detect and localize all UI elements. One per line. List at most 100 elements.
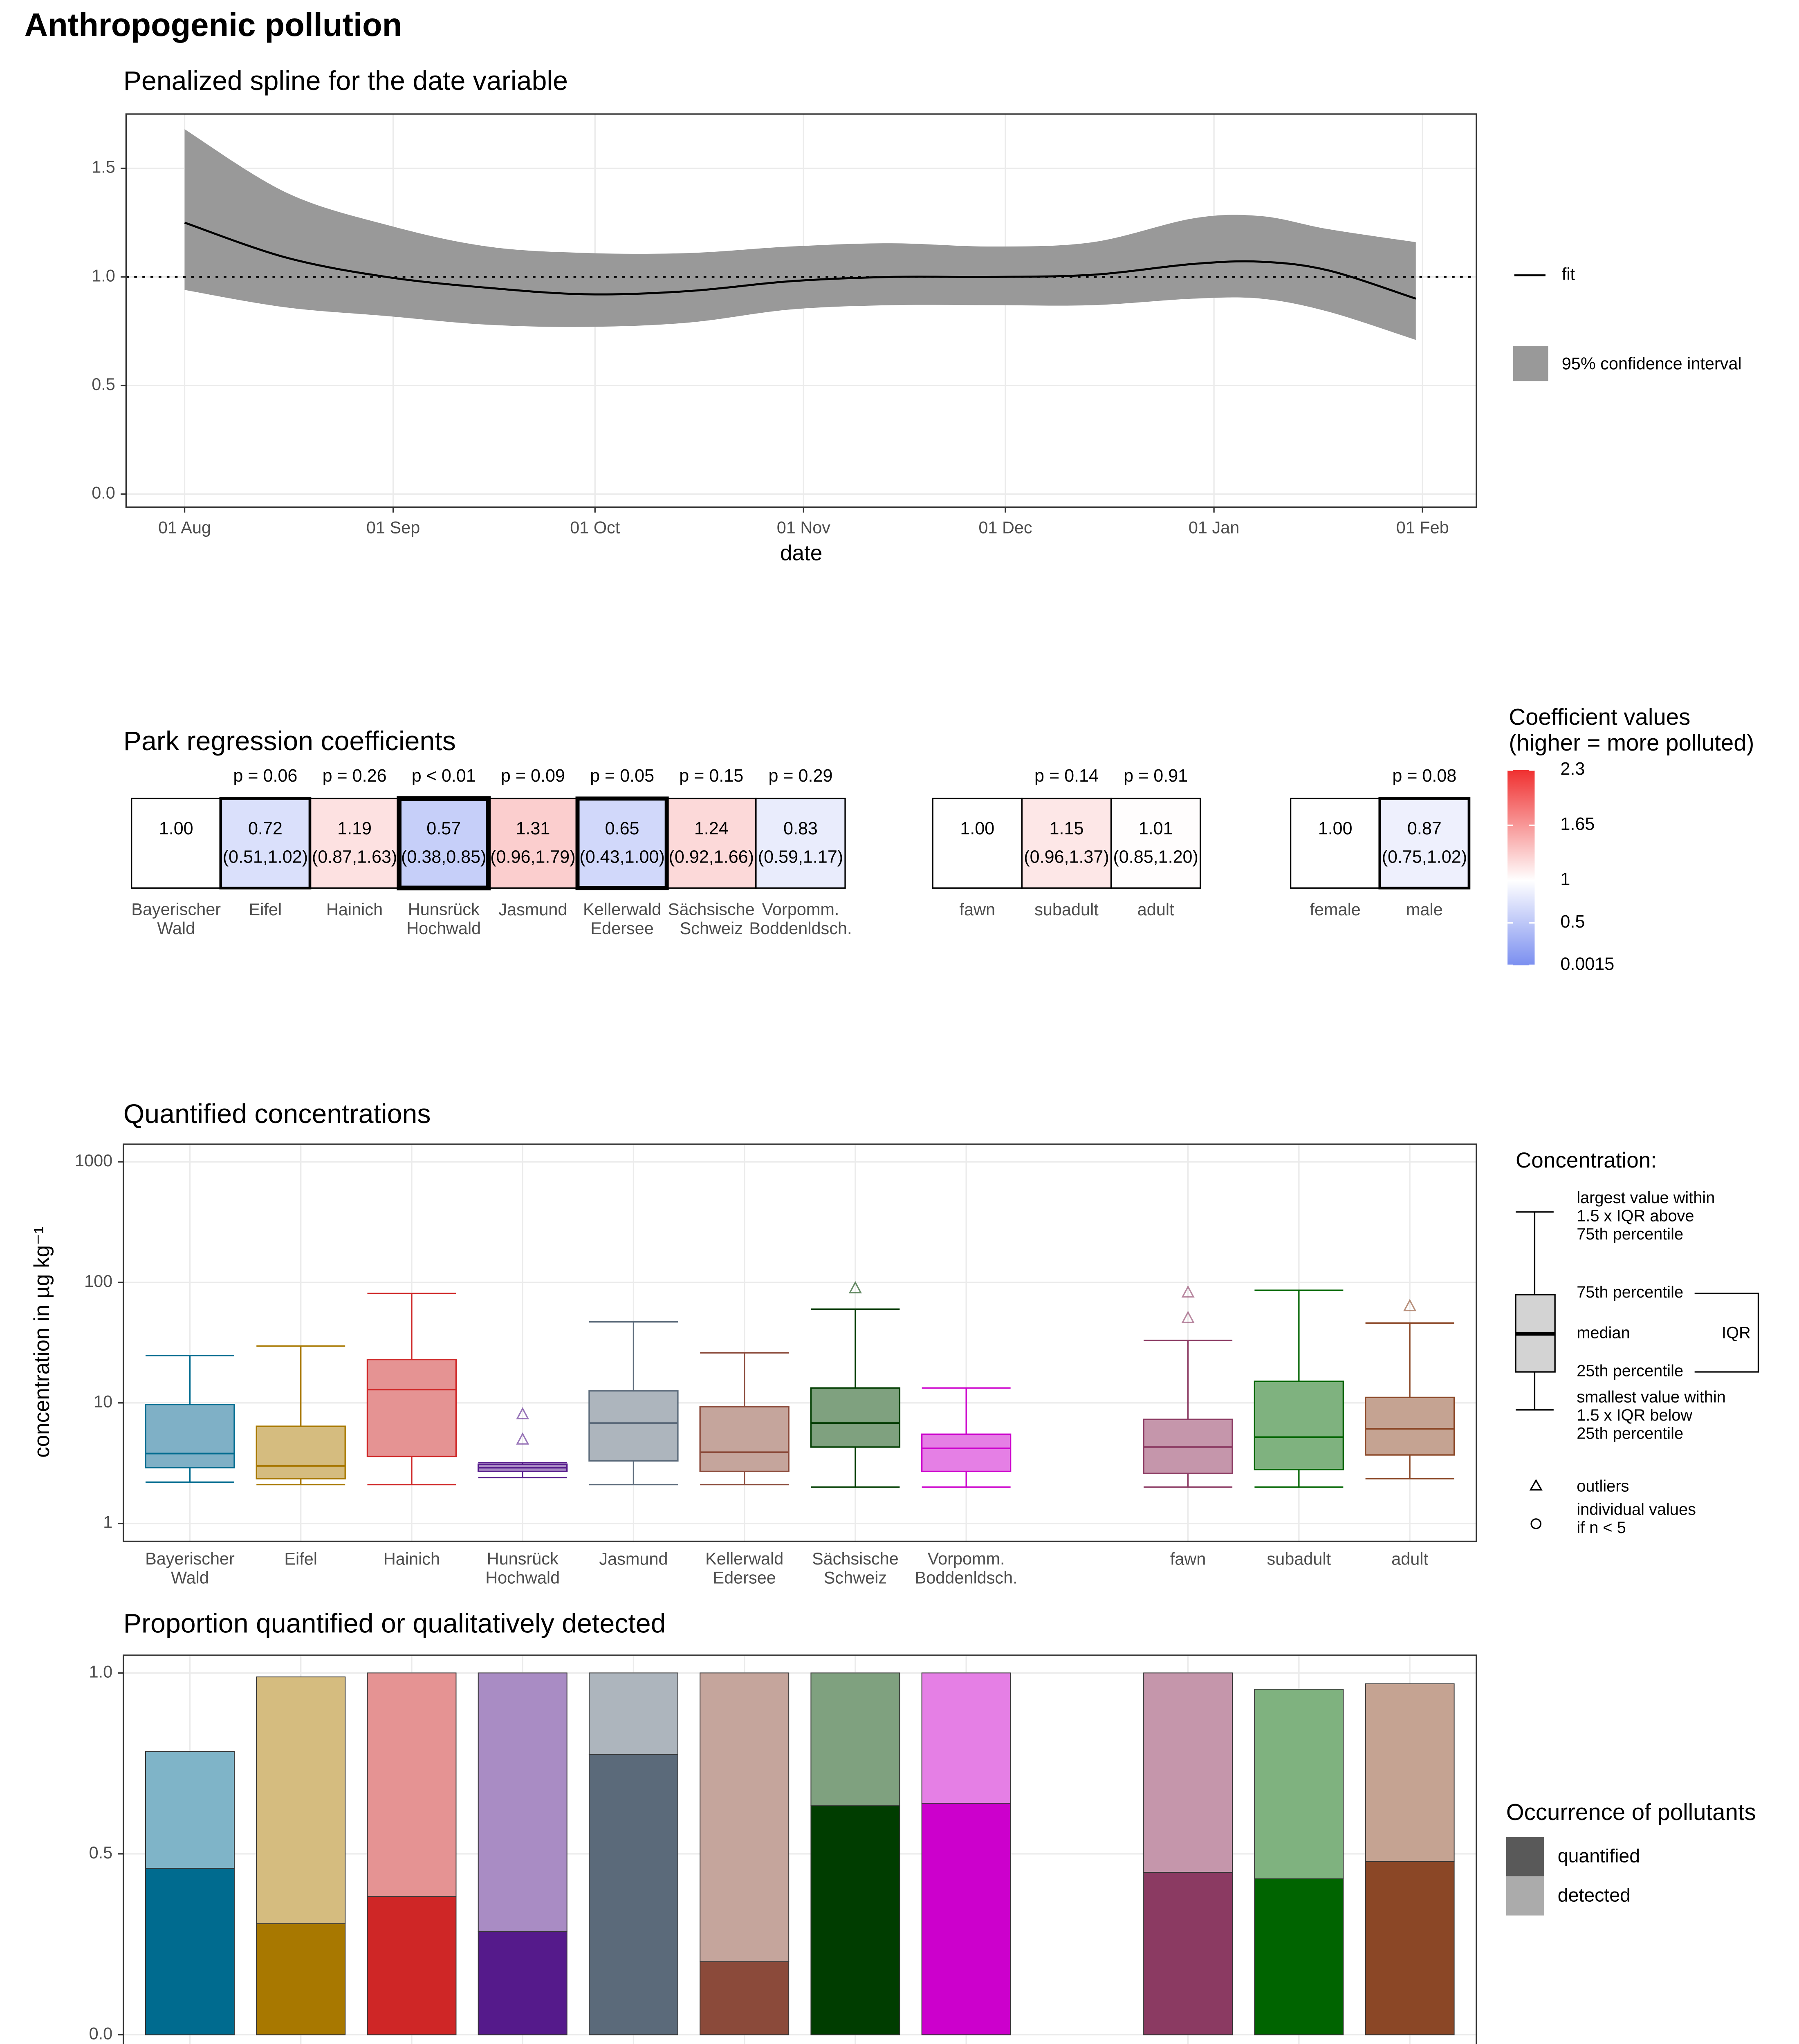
text-line: largest value within bbox=[1577, 1189, 1715, 1207]
p-label: p = 0.29 bbox=[768, 766, 832, 786]
x-tick-label: Hainich bbox=[384, 1549, 440, 1568]
x-tick-label: 01 Nov bbox=[777, 518, 831, 537]
bar-segment bbox=[700, 1672, 790, 1962]
bar-segment bbox=[478, 1672, 568, 1932]
coefficient-tile bbox=[487, 798, 579, 889]
outlier bbox=[848, 1281, 862, 1293]
coefficient-label: 1.15 bbox=[1050, 819, 1084, 838]
bar-segment bbox=[1365, 1683, 1455, 1862]
ci-label: (0.59,1.17) bbox=[758, 847, 843, 867]
text-line: 1.5 x IQR above bbox=[1577, 1207, 1694, 1225]
y-tick-label: 1 bbox=[103, 1513, 112, 1532]
box bbox=[699, 1406, 790, 1472]
x-tick-label: fawn bbox=[960, 900, 996, 919]
text-line: Wald bbox=[157, 919, 195, 938]
coefficient-tile bbox=[575, 796, 669, 890]
coefficient-tile bbox=[666, 798, 757, 889]
ci-label: (0.43,1.00) bbox=[579, 847, 664, 867]
coefficient-label: 0.65 bbox=[605, 819, 639, 838]
coefficient-tile bbox=[1021, 798, 1112, 889]
coefficient-label: 0.72 bbox=[248, 819, 283, 838]
coefficient-label: 1.00 bbox=[1318, 819, 1353, 838]
box bbox=[366, 1358, 457, 1457]
bar-segment bbox=[145, 1868, 235, 2035]
outlier bbox=[516, 1407, 529, 1419]
bar-segment bbox=[256, 1676, 346, 1924]
y-tick-label: 0.5 bbox=[92, 374, 115, 394]
outlier bbox=[1181, 1285, 1195, 1298]
legend-label: 25th percentile bbox=[1577, 1362, 1683, 1380]
y-axis-title: concentration in µg kg⁻¹ bbox=[30, 1226, 54, 1458]
coefficient-tile bbox=[309, 798, 400, 889]
colorbar-label: 2.3 bbox=[1560, 759, 1585, 779]
text-line: Vorpomm. bbox=[762, 900, 839, 919]
legend-label: quantified bbox=[1558, 1845, 1640, 1866]
colorbar-label: 0.5 bbox=[1560, 912, 1585, 932]
x-tick-label: Kellerwald Edersee bbox=[583, 900, 661, 938]
legend-point bbox=[1530, 1518, 1542, 1529]
coefficient-tile bbox=[130, 798, 222, 889]
colorbar bbox=[1507, 770, 1535, 966]
bar-segment bbox=[588, 1672, 678, 1755]
y-tick-label: 0.0 bbox=[89, 2024, 113, 2043]
text-line: Sächsische bbox=[812, 1549, 899, 1568]
outlier bbox=[1181, 1311, 1195, 1323]
legend-label: outliers bbox=[1577, 1477, 1629, 1495]
y-tick-label: 0.5 bbox=[89, 1843, 113, 1862]
legend-key bbox=[1513, 345, 1548, 381]
bar-segment bbox=[145, 1751, 235, 1869]
ci-label: (0.92,1.66) bbox=[669, 847, 754, 867]
legend-title: Concentration: bbox=[1516, 1148, 1657, 1172]
bar-segment bbox=[1143, 1672, 1233, 1873]
text-line: Bayerischer bbox=[131, 900, 221, 919]
text-line: Boddenldsch. bbox=[749, 919, 852, 938]
panel-title: Park regression coefficients bbox=[123, 726, 456, 756]
x-tick-label: subadult bbox=[1267, 1549, 1331, 1568]
y-tick-label: 1.5 bbox=[92, 157, 115, 177]
legend-label: smallest value within 1.5 x IQR below 25th… bbox=[1577, 1388, 1726, 1442]
text-line: smallest value within bbox=[1577, 1388, 1726, 1406]
coefficient-tile bbox=[219, 797, 312, 890]
bar-segment bbox=[810, 1672, 900, 1806]
text-line: 1.5 x IQR below bbox=[1577, 1406, 1692, 1424]
text-line: Wald bbox=[171, 1568, 209, 1587]
x-tick-label: Hunsrück Hochwald bbox=[485, 1549, 560, 1587]
coefficient-tile bbox=[932, 798, 1023, 889]
coefficient-tile bbox=[1110, 798, 1201, 889]
x-tick-label: 01 Jan bbox=[1189, 518, 1239, 537]
panel-title: Proportion quantified or qualitatively d… bbox=[123, 1609, 666, 1639]
coefficient-tile bbox=[1378, 797, 1471, 890]
legend-title: Occurrence of pollutants bbox=[1506, 1799, 1756, 1825]
coefficient-label: 1.24 bbox=[694, 819, 729, 838]
text-line: Schweiz bbox=[680, 919, 743, 938]
bar-segment bbox=[478, 1931, 568, 2035]
coefficient-label: 1.00 bbox=[960, 819, 994, 838]
ci-label: (0.38,0.85) bbox=[401, 847, 486, 867]
bar-segment bbox=[588, 1754, 678, 2035]
colorbar-label: 0.0015 bbox=[1560, 955, 1614, 974]
plot-background bbox=[123, 1144, 1476, 1542]
bar-segment bbox=[367, 1672, 457, 1897]
text-line: Kellerwald bbox=[705, 1549, 783, 1568]
p-label: p < 0.01 bbox=[412, 766, 476, 786]
box bbox=[921, 1433, 1012, 1472]
coefficient-label: 1.19 bbox=[337, 819, 372, 838]
text-line: Edersee bbox=[590, 919, 653, 938]
x-tick-label: female bbox=[1310, 900, 1360, 919]
coefficient-label: 1.00 bbox=[159, 819, 193, 838]
x-tick-label: male bbox=[1406, 900, 1443, 919]
ci-label: (0.75,1.02) bbox=[1382, 847, 1467, 867]
coefficient-label: 0.57 bbox=[426, 819, 461, 838]
text-line: Vorpomm. bbox=[928, 1549, 1005, 1568]
x-tick-label: 01 Oct bbox=[570, 518, 620, 537]
bar-segment bbox=[367, 1896, 457, 2035]
outlier bbox=[516, 1432, 529, 1445]
bar-segment bbox=[1365, 1861, 1455, 2035]
ci-label: (0.96,1.37) bbox=[1024, 847, 1109, 867]
plot-background bbox=[123, 1655, 1476, 2044]
bar-segment bbox=[810, 1805, 900, 2035]
box bbox=[588, 1390, 679, 1462]
legend-label: 75th percentile bbox=[1577, 1283, 1683, 1301]
text-line: Kellerwald bbox=[583, 900, 661, 919]
p-label: p = 0.15 bbox=[679, 766, 743, 786]
